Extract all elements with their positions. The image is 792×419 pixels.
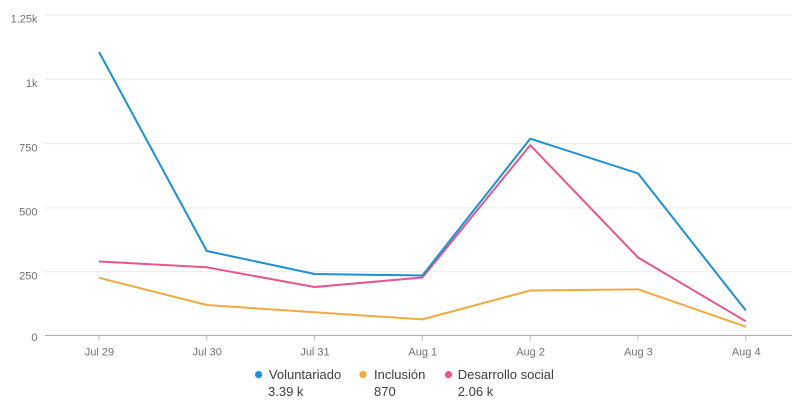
svg-text:Aug 1: Aug 1 [408, 347, 437, 359]
svg-text:0: 0 [31, 332, 37, 344]
svg-text:Jul 30: Jul 30 [193, 347, 222, 359]
svg-text:2.06 k: 2.06 k [458, 384, 494, 399]
svg-text:500: 500 [19, 207, 37, 219]
svg-text:Inclusión: Inclusión [374, 367, 425, 382]
svg-text:Aug 2: Aug 2 [516, 347, 545, 359]
svg-text:Desarrollo social: Desarrollo social [458, 367, 554, 382]
svg-text:3.39 k: 3.39 k [268, 384, 304, 399]
svg-text:Voluntariado: Voluntariado [269, 367, 341, 382]
svg-text:1.25k: 1.25k [11, 14, 38, 26]
svg-text:Jul 31: Jul 31 [300, 347, 329, 359]
svg-text:870: 870 [374, 384, 396, 399]
svg-text:Aug 3: Aug 3 [624, 347, 653, 359]
svg-text:750: 750 [19, 142, 37, 154]
svg-text:1k: 1k [26, 78, 38, 90]
svg-text:250: 250 [19, 271, 37, 283]
svg-text:Jul 29: Jul 29 [85, 347, 114, 359]
svg-text:Aug 4: Aug 4 [732, 347, 761, 359]
